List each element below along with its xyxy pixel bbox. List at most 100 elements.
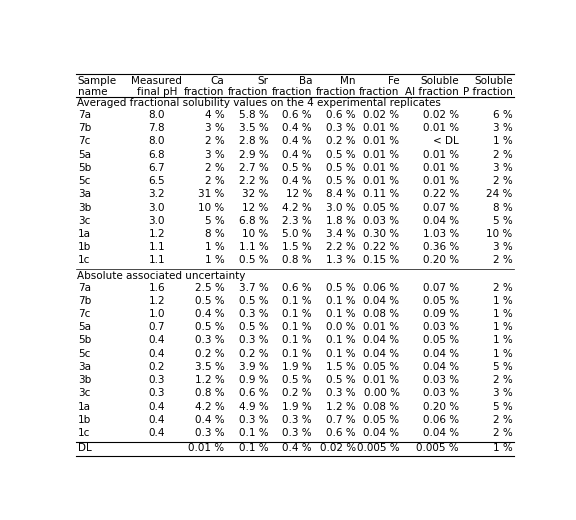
- Text: 0.3 %: 0.3 %: [238, 415, 268, 425]
- Text: 0.05 %: 0.05 %: [423, 335, 458, 345]
- Text: 3 %: 3 %: [493, 388, 513, 398]
- Text: 5.0 %: 5.0 %: [282, 229, 312, 239]
- Text: 7b: 7b: [78, 296, 91, 306]
- Text: 0.3: 0.3: [149, 388, 165, 398]
- Text: 1.2 %: 1.2 %: [326, 401, 356, 411]
- Text: 0.20 %: 0.20 %: [423, 401, 458, 411]
- Text: 6.8 %: 6.8 %: [238, 216, 268, 226]
- Text: 0.4 %: 0.4 %: [282, 176, 312, 186]
- Text: Ba
fraction: Ba fraction: [272, 75, 312, 97]
- Text: 2.7 %: 2.7 %: [238, 163, 268, 173]
- Text: 2.9 %: 2.9 %: [238, 150, 268, 160]
- Text: 0.4: 0.4: [149, 415, 165, 425]
- Text: 1 %: 1 %: [493, 349, 513, 359]
- Text: 0.2: 0.2: [149, 362, 165, 372]
- Text: 0.1 %: 0.1 %: [282, 322, 312, 332]
- Text: Soluble
P fraction: Soluble P fraction: [463, 75, 513, 97]
- Text: 6.8: 6.8: [149, 150, 165, 160]
- Text: 0.3: 0.3: [149, 375, 165, 385]
- Text: 0.5 %: 0.5 %: [326, 150, 356, 160]
- Text: 8 %: 8 %: [493, 203, 513, 213]
- Text: 5 %: 5 %: [205, 216, 225, 226]
- Text: 2 %: 2 %: [205, 163, 225, 173]
- Text: 3.4 %: 3.4 %: [326, 229, 356, 239]
- Text: 3c: 3c: [78, 216, 90, 226]
- Text: Ca
fraction: Ca fraction: [184, 75, 225, 97]
- Text: 1 %: 1 %: [493, 136, 513, 147]
- Text: 1.6: 1.6: [149, 283, 165, 293]
- Text: 0.4: 0.4: [149, 428, 165, 438]
- Text: 1 %: 1 %: [205, 242, 225, 252]
- Text: 8.0: 8.0: [149, 110, 165, 120]
- Text: 8.0: 8.0: [149, 136, 165, 147]
- Text: Absolute associated uncertainty: Absolute associated uncertainty: [77, 270, 246, 281]
- Text: 0.6 %: 0.6 %: [326, 428, 356, 438]
- Text: 1.03 %: 1.03 %: [423, 229, 458, 239]
- Text: 0.5 %: 0.5 %: [326, 375, 356, 385]
- Text: 0.01 %: 0.01 %: [423, 176, 458, 186]
- Text: 2 %: 2 %: [205, 136, 225, 147]
- Text: 1a: 1a: [78, 229, 91, 239]
- Text: Sample
name: Sample name: [78, 75, 117, 97]
- Text: 0.05 %: 0.05 %: [363, 415, 400, 425]
- Text: 0.04 %: 0.04 %: [363, 428, 400, 438]
- Text: 5c: 5c: [78, 176, 90, 186]
- Text: 2.2 %: 2.2 %: [326, 242, 356, 252]
- Text: 7.8: 7.8: [149, 123, 165, 133]
- Text: 0.07 %: 0.07 %: [423, 283, 458, 293]
- Text: 0.4 %: 0.4 %: [282, 136, 312, 147]
- Text: 6.5: 6.5: [149, 176, 165, 186]
- Text: 0.30 %: 0.30 %: [363, 229, 400, 239]
- Text: 1.3 %: 1.3 %: [326, 255, 356, 265]
- Text: 0.08 %: 0.08 %: [363, 401, 400, 411]
- Text: 0.2 %: 0.2 %: [195, 349, 225, 359]
- Text: 0.3 %: 0.3 %: [326, 123, 356, 133]
- Text: 0.1 %: 0.1 %: [326, 296, 356, 306]
- Text: 2.5 %: 2.5 %: [195, 283, 225, 293]
- Text: 0.7 %: 0.7 %: [326, 415, 356, 425]
- Text: 0.00 %: 0.00 %: [363, 388, 400, 398]
- Text: 3.0 %: 3.0 %: [326, 203, 356, 213]
- Text: 0.3 %: 0.3 %: [195, 335, 225, 345]
- Text: 4.2 %: 4.2 %: [195, 401, 225, 411]
- Text: 10 %: 10 %: [242, 229, 268, 239]
- Text: 0.8 %: 0.8 %: [195, 388, 225, 398]
- Text: 0.9 %: 0.9 %: [238, 375, 268, 385]
- Text: 3.0: 3.0: [149, 216, 165, 226]
- Text: 1c: 1c: [78, 255, 90, 265]
- Text: Measured
final pH: Measured final pH: [131, 75, 183, 97]
- Text: 0.4 %: 0.4 %: [195, 309, 225, 319]
- Text: 0.1 %: 0.1 %: [282, 335, 312, 345]
- Text: 2 %: 2 %: [493, 150, 513, 160]
- Text: 0.11 %: 0.11 %: [363, 189, 400, 199]
- Text: 1 %: 1 %: [493, 443, 513, 453]
- Text: 2.2 %: 2.2 %: [238, 176, 268, 186]
- Text: 0.01 %: 0.01 %: [363, 163, 400, 173]
- Text: 0.1 %: 0.1 %: [326, 349, 356, 359]
- Text: 0.5 %: 0.5 %: [195, 296, 225, 306]
- Text: 1.1: 1.1: [149, 255, 165, 265]
- Text: 0.6 %: 0.6 %: [238, 388, 268, 398]
- Text: 0.5 %: 0.5 %: [238, 322, 268, 332]
- Text: 0.01 %: 0.01 %: [363, 375, 400, 385]
- Text: 8 %: 8 %: [205, 229, 225, 239]
- Text: 0.03 %: 0.03 %: [423, 388, 458, 398]
- Text: 0.01 %: 0.01 %: [363, 322, 400, 332]
- Text: 5.8 %: 5.8 %: [238, 110, 268, 120]
- Text: 0.05 %: 0.05 %: [423, 296, 458, 306]
- Text: 2 %: 2 %: [493, 375, 513, 385]
- Text: 2 %: 2 %: [493, 255, 513, 265]
- Text: 2 %: 2 %: [493, 428, 513, 438]
- Text: DL: DL: [78, 443, 92, 453]
- Text: 3 %: 3 %: [493, 163, 513, 173]
- Text: 0.1 %: 0.1 %: [282, 309, 312, 319]
- Text: 0.1 %: 0.1 %: [282, 296, 312, 306]
- Text: 5a: 5a: [78, 322, 91, 332]
- Text: 0.04 %: 0.04 %: [363, 335, 400, 345]
- Text: 5c: 5c: [78, 349, 90, 359]
- Text: 0.4: 0.4: [149, 401, 165, 411]
- Text: 0.6 %: 0.6 %: [282, 283, 312, 293]
- Text: 0.01 %: 0.01 %: [423, 123, 458, 133]
- Text: 24 %: 24 %: [486, 189, 513, 199]
- Text: 4.9 %: 4.9 %: [238, 401, 268, 411]
